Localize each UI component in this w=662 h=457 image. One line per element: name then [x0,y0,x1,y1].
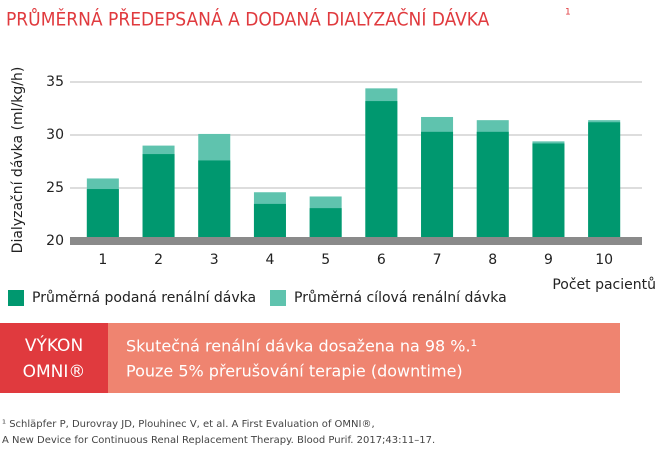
bar [309,208,342,241]
bar [421,131,454,241]
bar [142,154,175,241]
bar [365,101,398,241]
x-tick-label: 4 [265,252,274,268]
highlight-text: Skutečná renální dávka dosažena na 98 %.… [126,337,477,356]
badge-box [0,323,108,393]
highlight-text: Pouze 5% přerušování terapie (downtime) [126,362,463,381]
footnote: A New Device for Continuous Renal Replac… [2,435,435,446]
bar [532,143,565,241]
x-tick-label: 10 [595,252,613,268]
badge-text: VÝKON [25,334,83,356]
x-tick-label: 6 [377,252,386,268]
x-tick-label: 2 [154,252,163,268]
footnote: ¹ Schläpfer P, Durovray JD, Plouhinec V,… [2,419,375,430]
chart-title: PRŮMĚRNÁ PŘEDEPSANÁ A DODANÁ DIALYZAČNÍ … [6,7,490,31]
baseline [70,237,642,245]
legend-label: Průměrná cílová renální dávka [294,290,507,306]
y-tick-label: 25 [46,180,64,196]
x-axis-label: Počet pacientů [552,277,656,293]
x-tick-label: 8 [488,252,497,268]
legend-swatch [270,290,286,306]
x-tick-label: 3 [210,252,219,268]
title-note: 1 [565,8,571,18]
bar [86,189,119,241]
y-tick-label: 30 [46,127,64,143]
y-tick-label: 35 [46,74,64,90]
y-axis-label: Dialyzační dávka (ml/kg/h) [10,67,26,254]
x-tick-label: 5 [321,252,330,268]
bar [588,122,621,241]
badge-text: OMNI® [23,362,86,382]
bar [253,203,286,241]
highlight-box [108,323,620,393]
x-tick-label: 7 [433,252,442,268]
legend-swatch [8,290,24,306]
bar [476,131,509,241]
x-tick-label: 1 [98,252,107,268]
legend-label: Průměrná podaná renální dávka [32,290,256,306]
bar [198,160,231,241]
y-tick-label: 20 [46,233,64,249]
x-tick-label: 9 [544,252,553,268]
